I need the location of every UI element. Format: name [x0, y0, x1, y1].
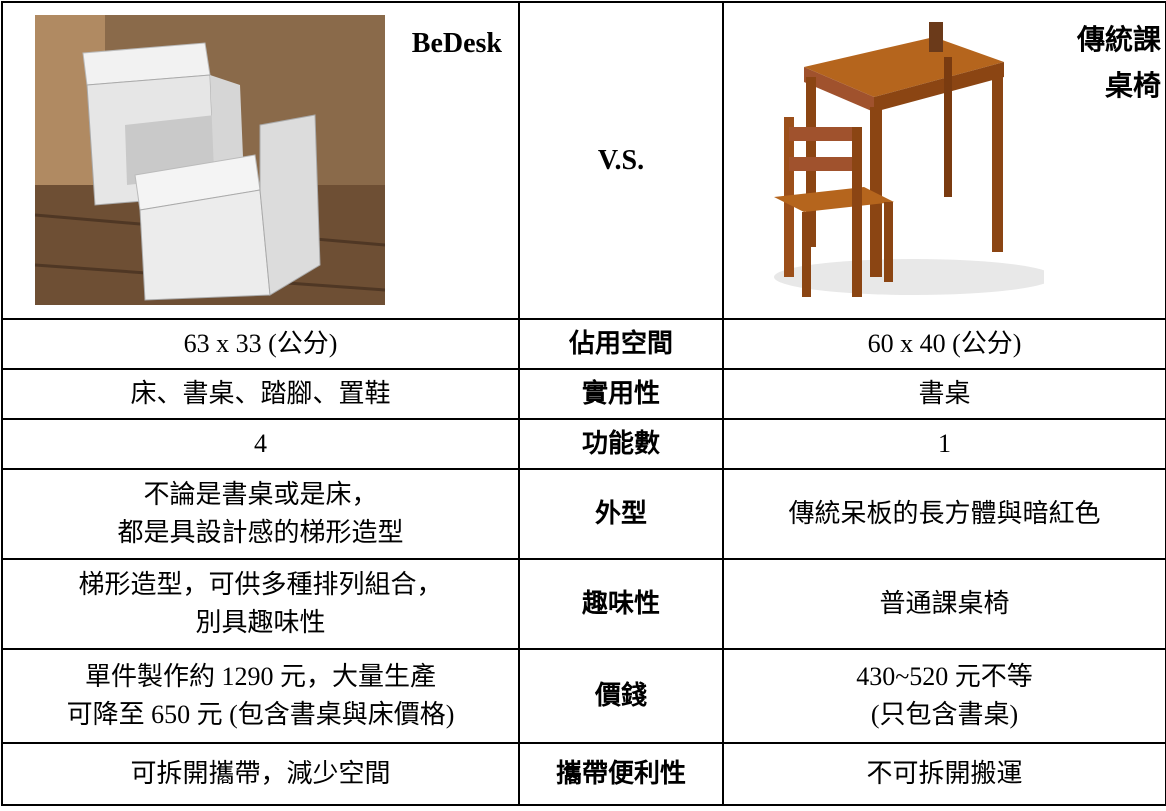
left-header: BeDesk: [1, 1, 520, 320]
right-cell: 書桌: [722, 368, 1166, 420]
vs-cell: V.S.: [518, 1, 724, 320]
right-title-line: 桌椅: [1104, 69, 1161, 102]
right-cell: 普通課桌椅: [722, 558, 1166, 650]
row-label: 功能數: [581, 429, 660, 459]
right-cell: 430~520 元不等 (只包含書桌): [722, 648, 1166, 744]
table-row: 床、書桌、踏腳、置鞋 實用性 書桌: [1, 368, 1166, 420]
left-cell: 床、書桌、踏腳、置鞋: [1, 368, 520, 420]
cell-text: 普通課桌椅: [879, 589, 1010, 618]
cell-text: 4: [254, 429, 267, 458]
right-cell: 不可拆開搬運: [722, 742, 1166, 806]
right-title: 傳統課 桌椅: [1077, 17, 1161, 109]
table-row: 可拆開攜帶，減少空間 攜帶便利性 不可拆開搬運: [1, 742, 1166, 806]
right-cell: 1: [722, 418, 1166, 470]
cell-text: (只包含書桌): [870, 700, 1019, 729]
cell-text: 別具趣味性: [195, 608, 326, 637]
cell-text: 書桌: [918, 379, 971, 408]
cell-text: 傳統呆板的長方體與暗紅色: [788, 499, 1101, 528]
cell-text: 單件製作約 1290 元，大量生產: [84, 662, 436, 691]
label-cell: 價錢: [518, 648, 724, 744]
label-cell: 功能數: [518, 418, 724, 470]
row-label: 外型: [594, 499, 647, 529]
left-cell: 梯形造型，可供多種排列組合， 別具趣味性: [1, 558, 520, 650]
left-cell: 單件製作約 1290 元，大量生產 可降至 650 元 (包含書桌與床價格): [1, 648, 520, 744]
label-cell: 實用性: [518, 368, 724, 420]
header-row: BeDesk V.S.: [1, 1, 1166, 320]
cell-text: 不論是書桌或是床，: [143, 480, 378, 509]
row-label: 實用性: [581, 379, 660, 409]
left-cell: 可拆開攜帶，減少空間: [1, 742, 520, 806]
table-row: 4 功能數 1: [1, 418, 1166, 470]
bedesk-photo: [35, 15, 385, 305]
row-label: 價錢: [594, 681, 647, 711]
label-cell: 外型: [518, 468, 724, 560]
cell-text: 梯形造型，可供多種排列組合，: [78, 570, 443, 599]
right-cell: 傳統呆板的長方體與暗紅色: [722, 468, 1166, 560]
cell-text: 1: [938, 429, 951, 458]
cell-text: 430~520 元不等: [856, 662, 1033, 691]
cell-text: 可拆開攜帶，減少空間: [130, 759, 391, 788]
row-label: 佔用空間: [568, 329, 673, 359]
label-cell: 佔用空間: [518, 318, 724, 370]
desk-photo: [774, 22, 1044, 297]
table-row: 63 x 33 (公分) 佔用空間 60 x 40 (公分): [1, 318, 1166, 370]
table-row: 單件製作約 1290 元，大量生產 可降至 650 元 (包含書桌與床價格) 價錢 4…: [1, 648, 1166, 744]
table-row: 不論是書桌或是床， 都是具設計感的梯形造型 外型 傳統呆板的長方體與暗紅色: [1, 468, 1166, 560]
right-cell: 60 x 40 (公分): [722, 318, 1166, 370]
left-cell: 不論是書桌或是床， 都是具設計感的梯形造型: [1, 468, 520, 560]
left-cell: 63 x 33 (公分): [1, 318, 520, 370]
cell-text: 不可拆開搬運: [866, 759, 1023, 788]
table-row: 梯形造型，可供多種排列組合， 別具趣味性 趣味性 普通課桌椅: [1, 558, 1166, 650]
cell-text: 都是具設計感的梯形造型: [117, 518, 404, 547]
row-label: 攜帶便利性: [555, 759, 686, 789]
left-title: BeDesk: [411, 28, 502, 59]
cell-text: 60 x 40 (公分): [867, 329, 1022, 358]
vs-text: V.S.: [597, 144, 645, 176]
row-label: 趣味性: [581, 589, 660, 619]
left-cell: 4: [1, 418, 520, 470]
cell-text: 床、書桌、踏腳、置鞋: [130, 379, 391, 408]
label-cell: 趣味性: [518, 558, 724, 650]
right-header: 傳統課 桌椅: [722, 1, 1166, 320]
right-title-line: 傳統課: [1076, 23, 1161, 56]
cell-text: 63 x 33 (公分): [183, 329, 338, 358]
cell-text: 可降至 650 元 (包含書桌與床價格): [66, 700, 455, 729]
label-cell: 攜帶便利性: [518, 742, 724, 806]
